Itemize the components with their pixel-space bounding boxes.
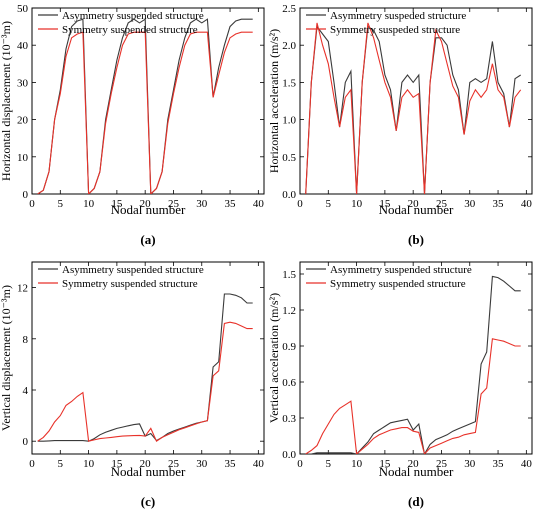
y-axis-label: Vertical displacement (10⁻³m) [0,285,13,431]
x-tick-label: 30 [196,198,208,210]
y-tick-label: 1.0 [282,115,296,127]
y-axis-label: Horizontal acceleration (m/s²) [267,29,281,173]
x-tick-label: 35 [225,198,237,210]
legend-label-asymmetry: Asymmetry suspended structure [62,264,204,276]
x-tick-label: 25 [168,198,180,210]
legend-label-symmetry: Symmetry suspeded structure [330,24,460,36]
x-tick-label: 25 [168,458,180,470]
y-tick-label: 50 [17,3,29,15]
panel-label: (c) [141,494,155,509]
y-axis-label: Vertical acceleration (m/s²) [267,293,281,423]
x-tick-label: 0 [29,198,35,210]
x-tick-label: 40 [253,458,265,470]
x-tick-label: 20 [408,198,420,210]
y-axis-label: Horizontal displacement (10⁻³m) [0,21,13,181]
plot-frame [299,7,533,195]
y-tick-label: 30 [17,77,29,89]
x-tick-label: 5 [58,458,64,470]
x-axis-label: Nodal number [379,202,454,217]
y-tick-label: 8 [23,334,29,346]
panel-label: (a) [140,232,155,247]
series-line-asymmetry [305,25,521,194]
x-tick-label: 5 [326,458,332,470]
legend-label-symmetry: Symmetry suspended structure [62,24,198,36]
x-tick-label: 15 [111,458,123,470]
x-tick-label: 15 [379,198,391,210]
y-tick-label: 0.9 [282,341,296,353]
series-line-symmetry [305,22,522,194]
y-tick-label: 10 [17,152,29,164]
x-tick-label: 30 [464,198,476,210]
chart-panel-a: 0 5 10 15 20 25 30 35 40 0 10 20 30 40 50 Nodal number H… [0,3,265,247]
y-tick-label: 0 [23,189,29,201]
y-tick-label: 0 [23,436,29,448]
panel-label: (d) [408,494,424,509]
plot-frame [31,7,265,195]
x-tick-label: 20 [140,198,152,210]
x-tick-label: 35 [225,458,237,470]
y-tick-label: 2.5 [282,3,296,15]
y-tick-label: 0.3 [282,413,296,425]
x-tick-label: 10 [83,458,95,470]
legend-label-asymmetry: Asymmetry suspended structure [330,264,472,276]
y-tick-label: 40 [17,40,29,52]
y-tick-label: 1.2 [282,305,296,317]
x-tick-label: 0 [297,198,303,210]
x-tick-label: 35 [493,198,505,210]
y-tick-label: 0.0 [282,449,296,461]
x-axis-label: Nodal number [111,202,186,217]
series-line-asymmetry [37,293,253,442]
x-tick-label: 40 [521,458,533,470]
x-tick-label: 40 [253,198,265,210]
x-tick-label: 25 [436,458,448,470]
x-tick-label: 40 [521,198,533,210]
x-tick-label: 25 [436,198,448,210]
y-tick-label: 4 [23,385,29,397]
y-tick-label: 20 [17,115,29,127]
y-tick-label: 0.0 [282,189,296,201]
x-tick-label: 30 [196,458,208,470]
y-tick-label: 2.0 [282,40,296,52]
y-tick-label: 12 [17,283,28,295]
x-tick-label: 15 [379,458,391,470]
y-tick-label: 1.5 [282,269,296,281]
series-line-symmetry [37,321,253,443]
y-tick-label: 1.5 [282,77,296,89]
panel-label: (b) [408,232,424,247]
chart-panel-d: 0 5 10 15 20 25 30 35 40 0.0 0.3 0.6 0.9 1.2 1.5 Nodal … [267,261,533,509]
x-tick-label: 30 [464,458,476,470]
x-axis-label: Nodal number [111,464,186,479]
x-tick-label: 0 [297,458,303,470]
x-axis-label: Nodal number [379,464,454,479]
y-tick-label: 0.6 [282,377,296,389]
legend-label-symmetry: Symmetry suspended structure [62,278,198,290]
x-tick-label: 5 [58,198,64,210]
x-tick-label: 20 [408,458,420,470]
plot-frame [31,261,265,455]
x-tick-label: 10 [351,458,363,470]
series-line-symmetry [37,31,253,194]
series-line-asymmetry [37,18,253,194]
chart-panel-b: 0 5 10 15 20 25 30 35 40 0.0 0.5 1.0 1.5 2.0 2.5 Nodal … [267,3,533,247]
chart-panel-c: 0 5 10 15 20 25 30 35 40 0 4 8 12 Nodal number Vertica… [0,261,265,509]
y-tick-label: 0.5 [282,152,296,164]
x-tick-label: 20 [140,458,152,470]
x-tick-label: 35 [493,458,505,470]
x-tick-label: 10 [351,198,363,210]
x-tick-label: 15 [111,198,123,210]
x-tick-label: 0 [29,458,35,470]
x-tick-label: 10 [83,198,95,210]
legend-label-asymmetry: Asymmetry suspended structure [62,10,204,22]
legend-label-asymmetry: Asymmetry suspeded structure [330,10,466,22]
series-line-symmetry [305,338,521,454]
series-line-asymmetry [305,275,521,454]
legend-label-symmetry: Symmetry suspended structure [330,278,466,290]
x-tick-label: 5 [326,198,332,210]
plot-frame [299,261,533,455]
